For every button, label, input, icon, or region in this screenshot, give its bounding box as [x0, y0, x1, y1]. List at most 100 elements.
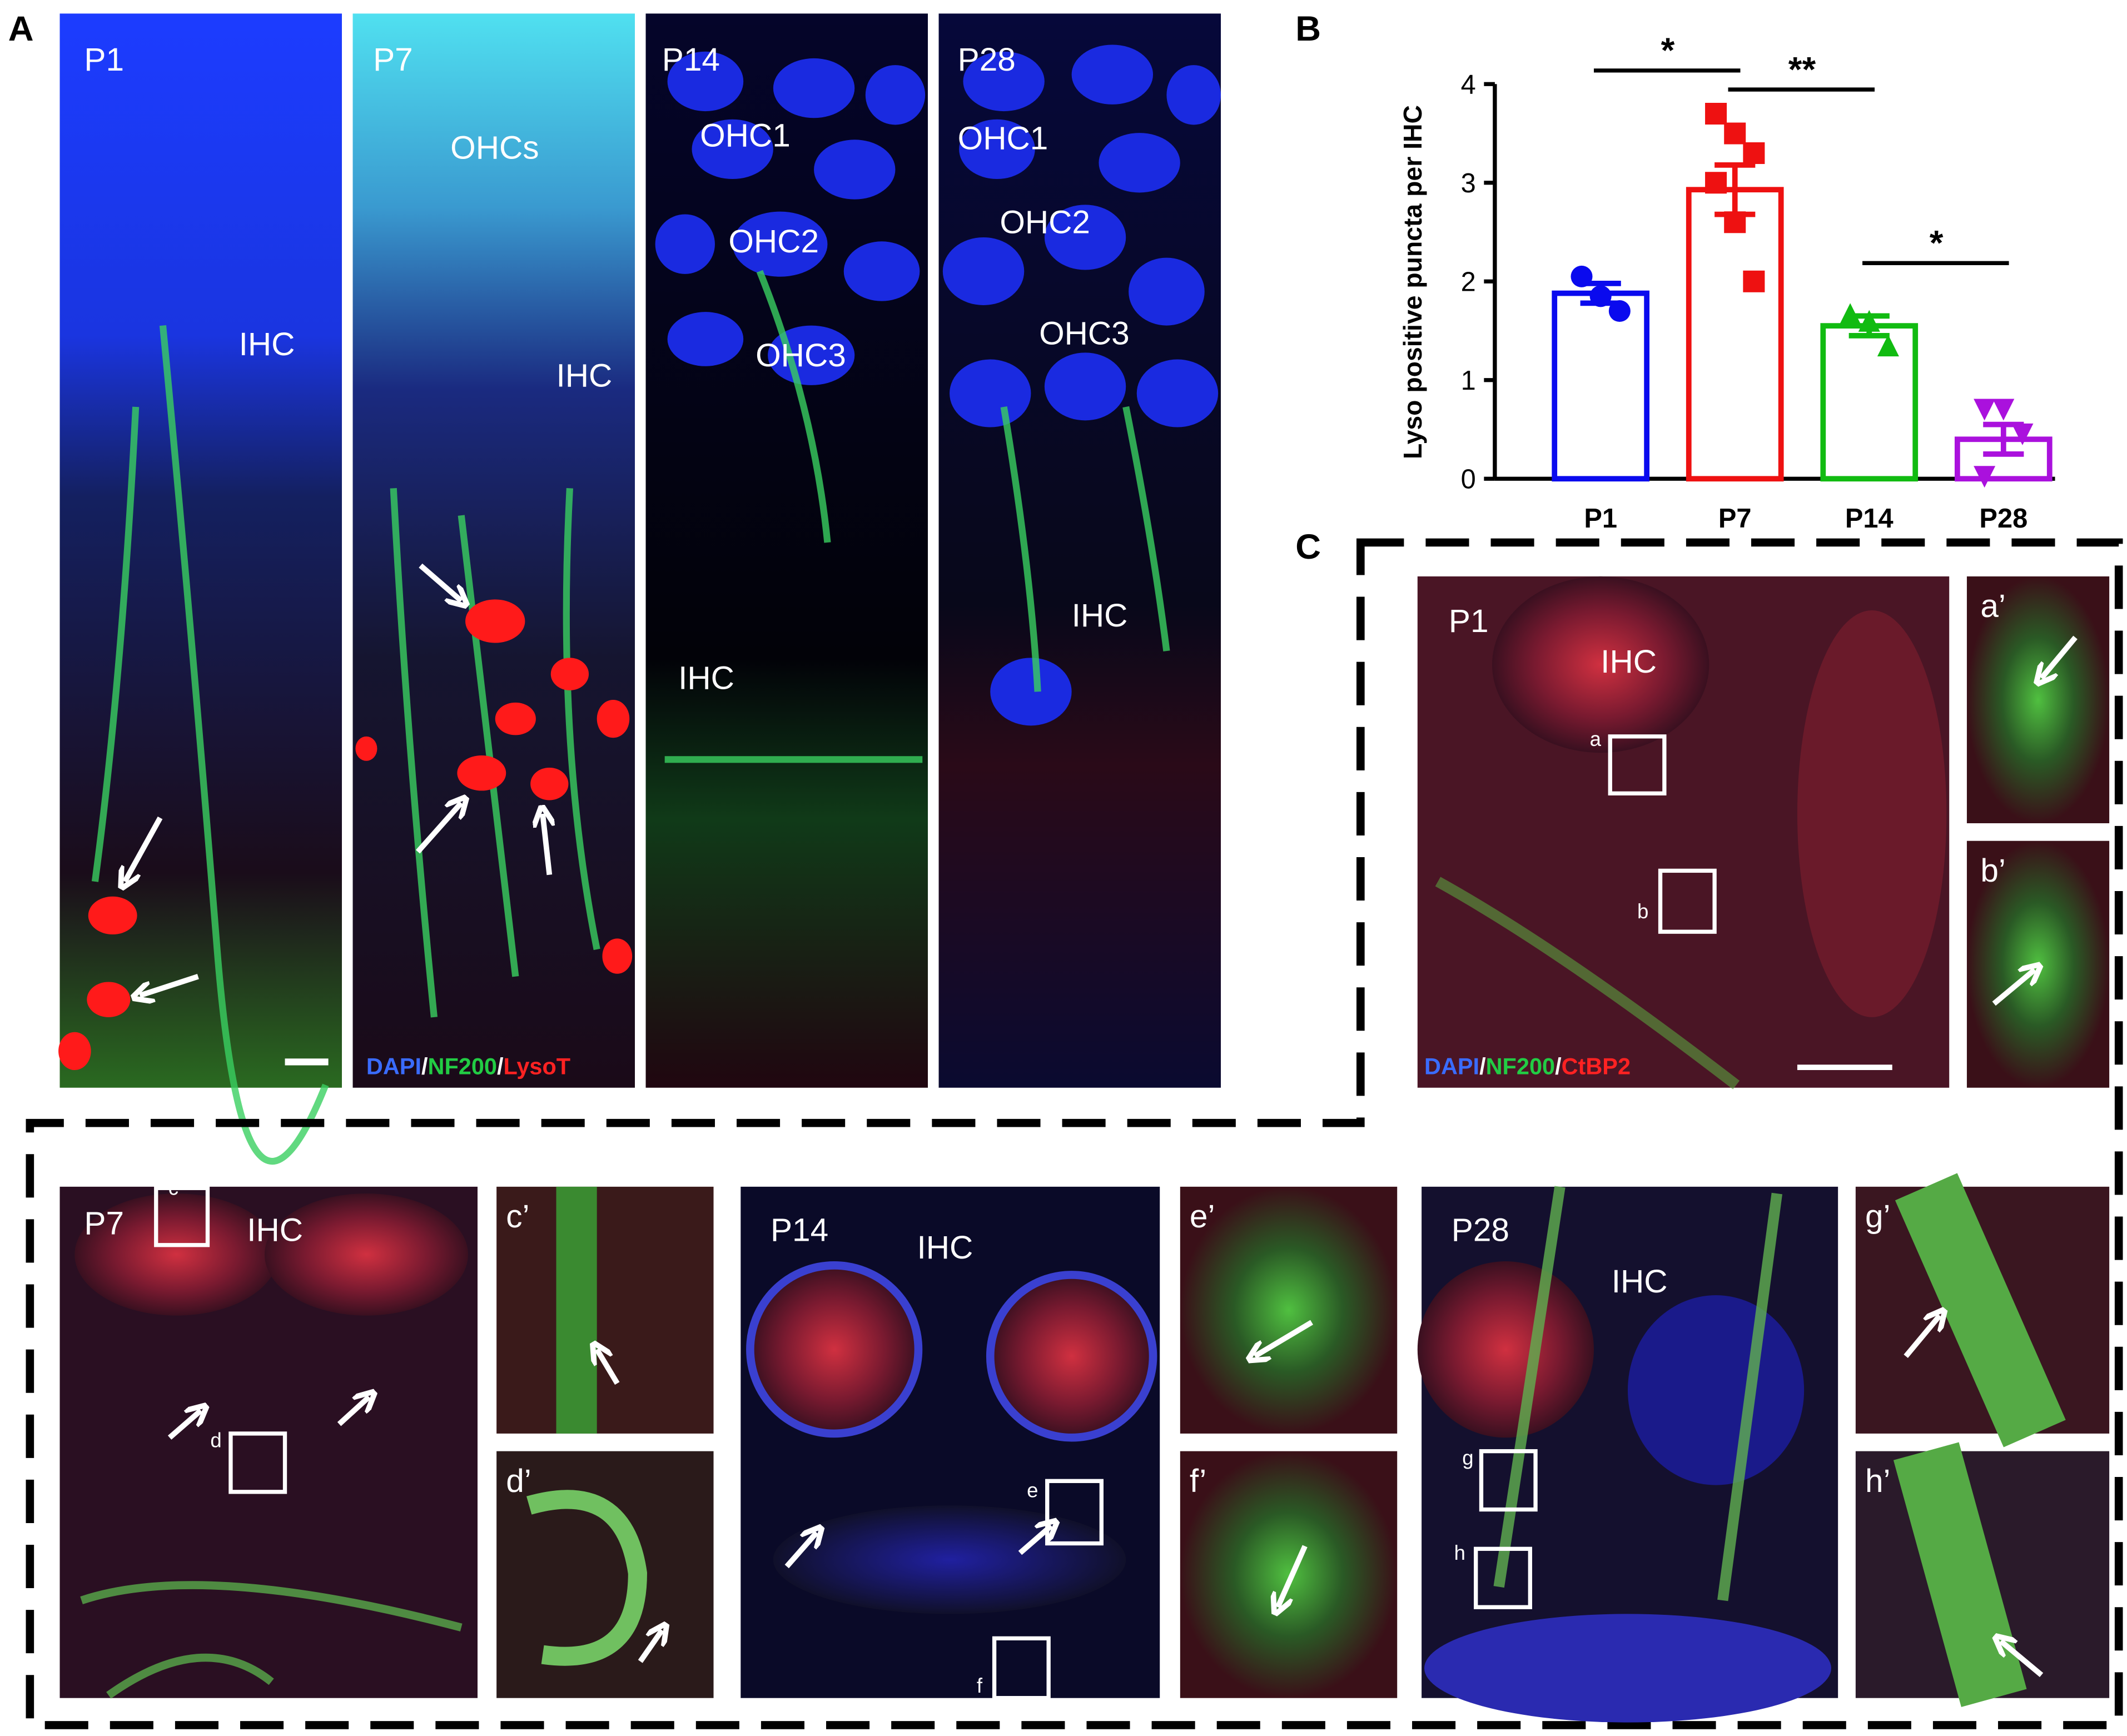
- micrograph: [645, 13, 928, 1088]
- inset: [1180, 1186, 1398, 1434]
- fibre: [80, 1581, 463, 1699]
- inset-box: [1474, 1546, 1532, 1609]
- arrow: [125, 816, 163, 882]
- inset-label: a’: [1980, 588, 2006, 624]
- data-point: [1877, 335, 1899, 357]
- arrow: [543, 814, 549, 876]
- stain-separator: /: [1555, 1053, 1562, 1079]
- image-label: P1: [84, 42, 124, 78]
- arrow: [2001, 1641, 2044, 1677]
- box-label: f: [977, 1674, 983, 1697]
- image-label: P14: [662, 42, 720, 78]
- data-point: [1743, 270, 1765, 292]
- inset-label: h’: [1865, 1463, 1891, 1499]
- cell-body: [264, 1193, 468, 1316]
- cell-body: [746, 1261, 923, 1438]
- image-label: P7: [373, 42, 413, 78]
- data-point: [1589, 285, 1612, 307]
- y-tick-label: 0: [1461, 464, 1476, 494]
- stain-legend: DAPI/NF200/CtBP2: [1424, 1053, 1631, 1079]
- image-label: P28: [1452, 1212, 1509, 1248]
- y-tick-label: 3: [1461, 168, 1476, 198]
- arrow: [638, 1630, 662, 1663]
- bar-chart: 0 1 2 3 4 Lyso positive puncta per IHC P1 P7 P14…: [1398, 31, 2055, 534]
- box-label: d: [210, 1429, 221, 1451]
- arrow: [784, 1533, 817, 1569]
- y-tick-label: 1: [1461, 366, 1476, 396]
- inset-label: d’: [506, 1463, 531, 1499]
- x-tick-label: P1: [1584, 504, 1617, 534]
- data-point: [1608, 300, 1631, 322]
- inset-box: [1658, 868, 1717, 934]
- y-tick-label: 4: [1461, 69, 1476, 100]
- stain: CtBP2: [1562, 1053, 1631, 1079]
- inset-label: c’: [506, 1198, 529, 1235]
- inset-box: [1045, 1479, 1104, 1546]
- panel-label: A: [8, 9, 34, 48]
- inset-box: [1608, 734, 1667, 795]
- cell-label: OHCs: [450, 130, 539, 166]
- arrow: [597, 1350, 620, 1385]
- stain-separator: /: [421, 1053, 428, 1079]
- arrow: [1018, 1526, 1051, 1555]
- bar: [1820, 323, 1919, 482]
- cell-body: [1627, 1295, 1805, 1485]
- inset-label: g’: [1865, 1198, 1891, 1235]
- arrow: [1904, 1316, 1940, 1358]
- image-label: P7: [84, 1205, 124, 1241]
- stain: NF200: [1486, 1053, 1555, 1079]
- fibre: [1493, 1186, 1783, 1601]
- panel-label: B: [1295, 9, 1321, 48]
- significance-label: **: [1788, 50, 1816, 89]
- box-label: b: [1637, 900, 1648, 923]
- cell-label: IHC: [678, 660, 734, 696]
- arrow: [1255, 1320, 1313, 1356]
- inset-box: [228, 1431, 287, 1494]
- cell-label: IHC: [239, 326, 295, 362]
- cell-label: OHC1: [700, 118, 791, 154]
- data-point: [1743, 142, 1765, 165]
- inset-label: e’: [1190, 1198, 1215, 1235]
- cell-label: IHC: [556, 357, 612, 394]
- cell-body: [1492, 576, 1709, 753]
- stain-separator: /: [1479, 1053, 1486, 1079]
- image-label: P14: [771, 1212, 828, 1248]
- arrow: [1278, 1545, 1308, 1607]
- y-axis-label: Lyso positive puncta per IHC: [1398, 105, 1427, 459]
- cell-label: IHC: [247, 1212, 303, 1248]
- cell-body: [74, 1193, 279, 1316]
- cell-label: OHC3: [1039, 316, 1130, 352]
- arrow: [419, 563, 461, 600]
- image-label: P1: [1449, 603, 1489, 639]
- panel-label: C: [1295, 528, 1321, 566]
- stain: DAPI: [366, 1053, 421, 1079]
- x-tick-label: P14: [1845, 504, 1894, 534]
- nuclei: [1424, 1614, 1831, 1723]
- arrow: [167, 1410, 201, 1440]
- data-point: [1858, 310, 1880, 332]
- inset: [1966, 576, 2110, 823]
- cell-label: OHC3: [756, 337, 846, 374]
- stain: LysoT: [504, 1053, 571, 1079]
- cell-label: OHC1: [958, 120, 1048, 156]
- box-label: h: [1454, 1541, 1465, 1564]
- fibre: [1435, 877, 1740, 1090]
- inset-label: f’: [1190, 1463, 1206, 1499]
- cell-label: OHC2: [728, 223, 819, 260]
- arrow: [415, 803, 461, 854]
- data-point: [1705, 172, 1727, 194]
- data-point: [1724, 211, 1746, 233]
- cell-label: IHC: [917, 1230, 973, 1266]
- cell-body: [986, 1271, 1157, 1442]
- puncta: [58, 599, 633, 1071]
- data-point: [1571, 265, 1593, 287]
- inset-box: [1479, 1449, 1538, 1512]
- stain-legend: DAPI/NF200/LysoT: [366, 1053, 570, 1079]
- arrow: [1992, 969, 2035, 1006]
- box-label: a: [1590, 728, 1602, 750]
- fibre: [526, 1490, 647, 1666]
- micrograph: [938, 13, 1221, 1088]
- image-label: P28: [958, 42, 1016, 78]
- data-point: [2011, 423, 2034, 445]
- cell-label: OHC2: [1000, 205, 1090, 241]
